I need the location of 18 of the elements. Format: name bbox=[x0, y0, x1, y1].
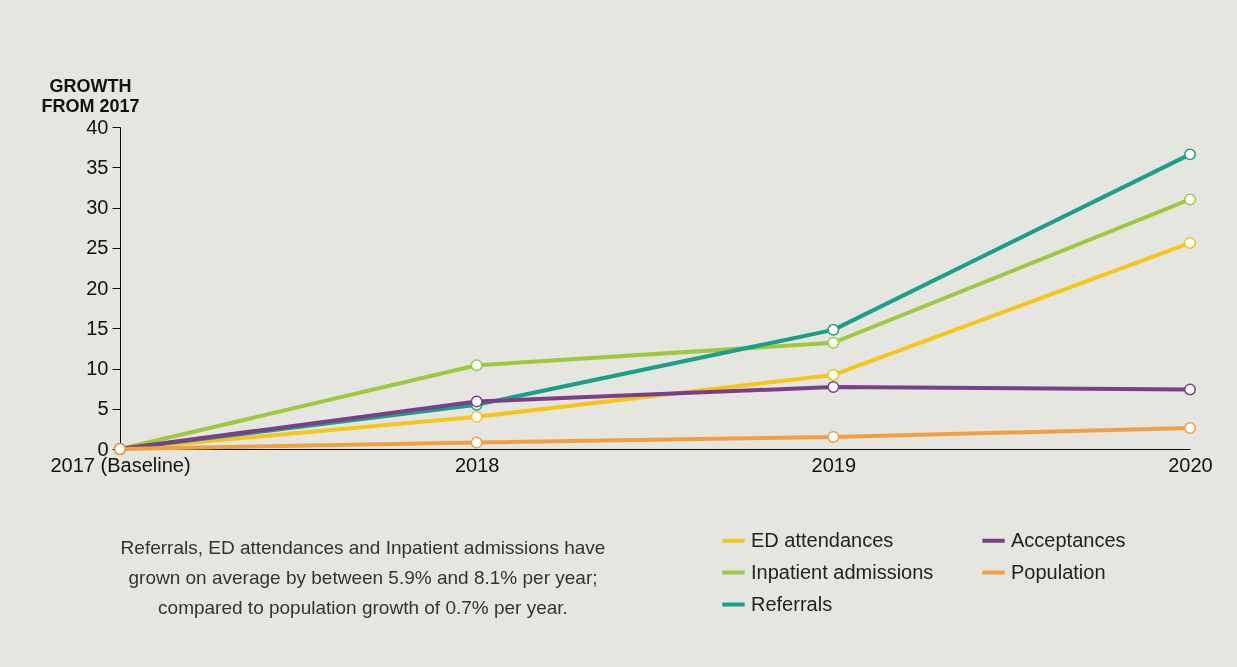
y-tick-label: 30 bbox=[86, 196, 109, 218]
y-axis-title: GROWTH FROM 2017 bbox=[41, 75, 140, 116]
y-tick-label: 35 bbox=[86, 155, 109, 178]
y-tick-label: 20 bbox=[86, 276, 109, 299]
y-tick-label: 15 bbox=[86, 316, 109, 339]
legend-label: Referrals bbox=[751, 592, 833, 615]
text: Referrals, ED attendances and Inpatient admissions have grown on average by between 5.9% and 8.1% per year; compared to population growth of 0.7% per year. bbox=[120, 537, 606, 618]
x-tick-label: 2020 bbox=[1168, 453, 1213, 476]
y-tick-label: 40 bbox=[86, 115, 109, 138]
legend-label: ED attendances bbox=[751, 528, 894, 551]
y-tick-label: 10 bbox=[86, 357, 109, 379]
y-tick-label: 5 bbox=[97, 397, 109, 420]
legend-label: Inpatient admissions bbox=[751, 560, 934, 583]
y-tick-label: 25 bbox=[86, 236, 109, 259]
x-tick-label: 2019 bbox=[811, 453, 857, 476]
x-tick-label: 2018 bbox=[454, 453, 500, 476]
legend-label: Acceptances bbox=[1011, 528, 1126, 551]
legend-label: Population bbox=[1011, 560, 1106, 583]
